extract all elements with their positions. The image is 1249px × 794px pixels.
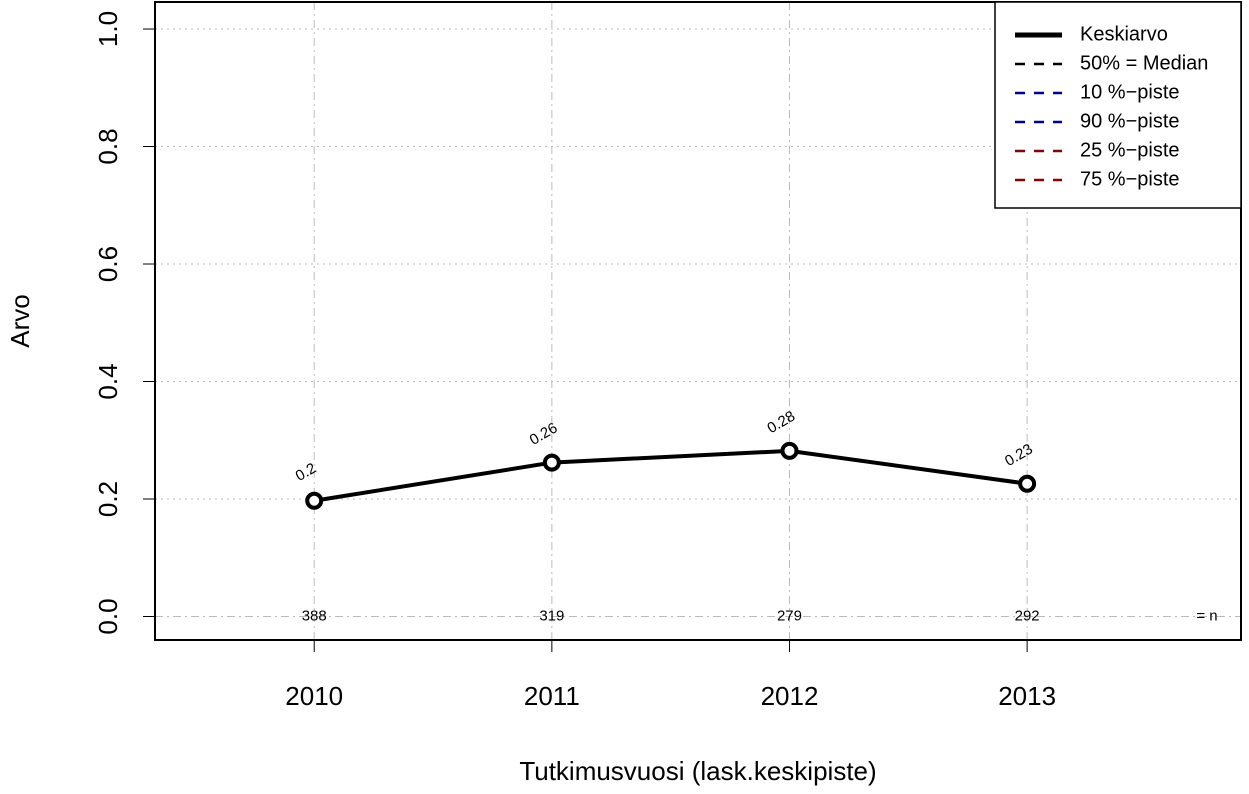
x-tick-label: 2010 <box>285 681 343 711</box>
x-tick-label: 2013 <box>998 681 1056 711</box>
n-label: 292 <box>1015 607 1040 624</box>
data-label: 0.23 <box>1002 441 1036 470</box>
y-tick-label: 0.0 <box>93 598 123 634</box>
legend-label: 50% = Median <box>1080 52 1208 74</box>
point <box>780 441 799 460</box>
data-label: 0.26 <box>527 419 561 448</box>
y-tick-label: 0.2 <box>93 481 123 517</box>
n-label: 388 <box>302 607 327 624</box>
y-tick-label: 0.4 <box>93 363 123 399</box>
y-tick-label: 1.0 <box>93 11 123 47</box>
data-label: 0.28 <box>764 408 798 437</box>
point <box>305 491 324 510</box>
n-label: 319 <box>539 607 564 624</box>
n-caption: = n <box>1196 607 1217 624</box>
plot-frame <box>154 1 1242 641</box>
y-axis-label: Arvo <box>5 294 35 347</box>
series-line <box>313 448 1028 503</box>
legend-label: 25 %−piste <box>1080 139 1180 161</box>
x-axis-label: Tutkimusvuosi (lask.keskipiste) <box>519 756 876 786</box>
n-label: 279 <box>777 607 802 624</box>
y-tick-label: 0.6 <box>93 246 123 282</box>
y-tick-label: 0.8 <box>93 128 123 164</box>
legend-label: 90 %−piste <box>1080 110 1180 132</box>
legend-label: 75 %−piste <box>1080 168 1180 190</box>
x-tick-label: 2011 <box>524 681 580 711</box>
legend-label: Keskiarvo <box>1080 23 1168 45</box>
point <box>1018 474 1037 493</box>
x-tick-label: 2012 <box>761 681 819 711</box>
data-label: 0.2 <box>293 460 320 485</box>
legend-label: 10 %−piste <box>1080 81 1180 103</box>
point <box>542 453 561 472</box>
